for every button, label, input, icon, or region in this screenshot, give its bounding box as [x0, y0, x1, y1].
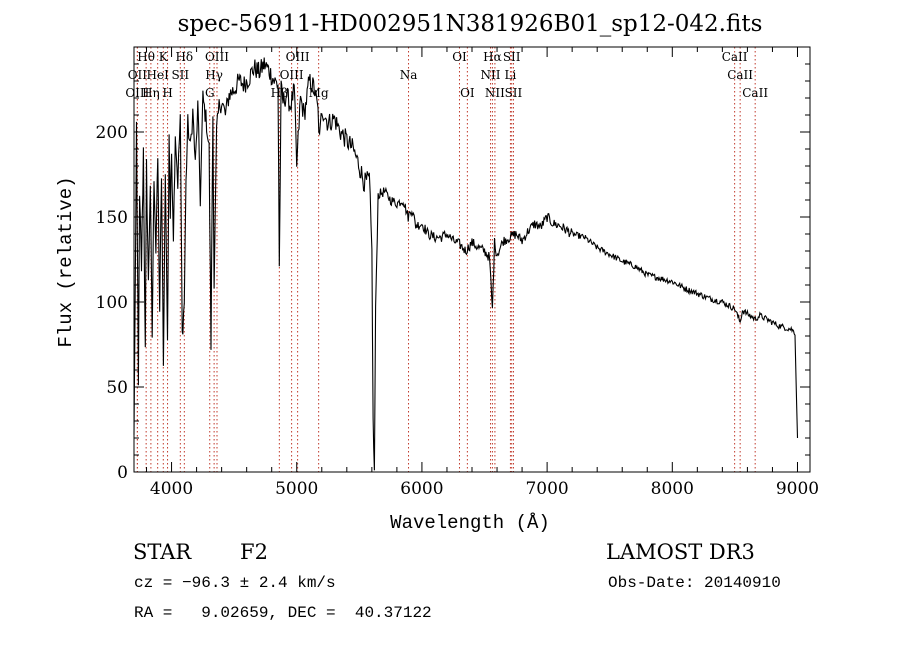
- y-tick-label: 150: [96, 208, 128, 228]
- line-label-Na: Na: [400, 68, 418, 82]
- object-subclass: F2: [240, 540, 268, 564]
- line-label-Li: Li: [505, 68, 517, 82]
- line-label-S-II-b: SII: [171, 68, 189, 82]
- line-label-H-alpha: Hα: [483, 50, 502, 64]
- line-label-H-gamma: Hγ: [205, 68, 223, 82]
- flux-series-line: [133, 57, 799, 471]
- chart-title: spec-56911-HD002951N381926B01_sp12-042.f…: [178, 11, 763, 37]
- line-label-S-II-c: SII: [505, 86, 523, 100]
- line-label-Ca-II-a: CaII: [722, 50, 748, 64]
- line-label-He-I: HeI: [147, 68, 170, 82]
- line-label-Ca-II-c: CaII: [742, 86, 768, 100]
- line-label-O-II: OII: [128, 68, 148, 82]
- spectral-line-markers: [136, 47, 756, 472]
- observation-date: Obs-Date: 20140910: [608, 574, 781, 592]
- x-tick-label: 4000: [150, 479, 193, 499]
- object-class: STAR: [133, 540, 192, 564]
- x-axis-label: Wavelength (Å): [390, 512, 550, 534]
- x-tick-label: 7000: [525, 479, 568, 499]
- line-label-H-theta: Hθ: [137, 50, 155, 64]
- line-label-N-II-b: NII: [485, 86, 505, 100]
- y-tick-label: 100: [96, 293, 128, 313]
- line-label-H-delta: Hδ: [175, 50, 193, 64]
- line-label-N-II-a: NII: [481, 68, 501, 82]
- line-label-S-II-a: SII: [503, 50, 521, 64]
- line-label-O-III-b: OIII: [286, 50, 310, 64]
- plot-frame: [133, 46, 811, 473]
- line-label-O-III-d: OIII: [125, 86, 149, 100]
- x-axis-ticks: 4000 5000 6000 7000 8000 9000: [146, 47, 819, 499]
- line-label-H-eta: Hη: [142, 86, 160, 100]
- y-axis-ticks: 0 50 100 150 200: [96, 63, 810, 483]
- x-tick-label: 8000: [651, 479, 694, 499]
- line-label-Ca-II-b: CaII: [727, 68, 753, 82]
- line-label-O-I-a: OI: [452, 50, 467, 64]
- x-tick-label: 9000: [776, 479, 819, 499]
- x-tick-label: 6000: [400, 479, 443, 499]
- y-tick-label: 200: [96, 123, 128, 143]
- survey-name: LAMOST DR3: [606, 540, 755, 564]
- y-axis-label: Flux (relative): [55, 176, 77, 347]
- y-tick-label: 50: [106, 378, 128, 398]
- coordinates-readout: RA = 9.02659, DEC = 40.37122: [134, 604, 432, 622]
- line-label-K: K: [159, 50, 169, 64]
- redshift-readout: cz = −96.3 ± 2.4 km/s: [134, 574, 336, 592]
- line-label-H: H: [162, 86, 172, 100]
- line-label-G: G: [205, 86, 215, 100]
- y-tick-label: 0: [117, 463, 128, 483]
- line-label-O-III-c: OIII: [280, 68, 304, 82]
- line-label-O-I-b: OI: [460, 86, 475, 100]
- line-label-O-III-a: OIII: [205, 50, 229, 64]
- x-tick-label: 5000: [275, 479, 318, 499]
